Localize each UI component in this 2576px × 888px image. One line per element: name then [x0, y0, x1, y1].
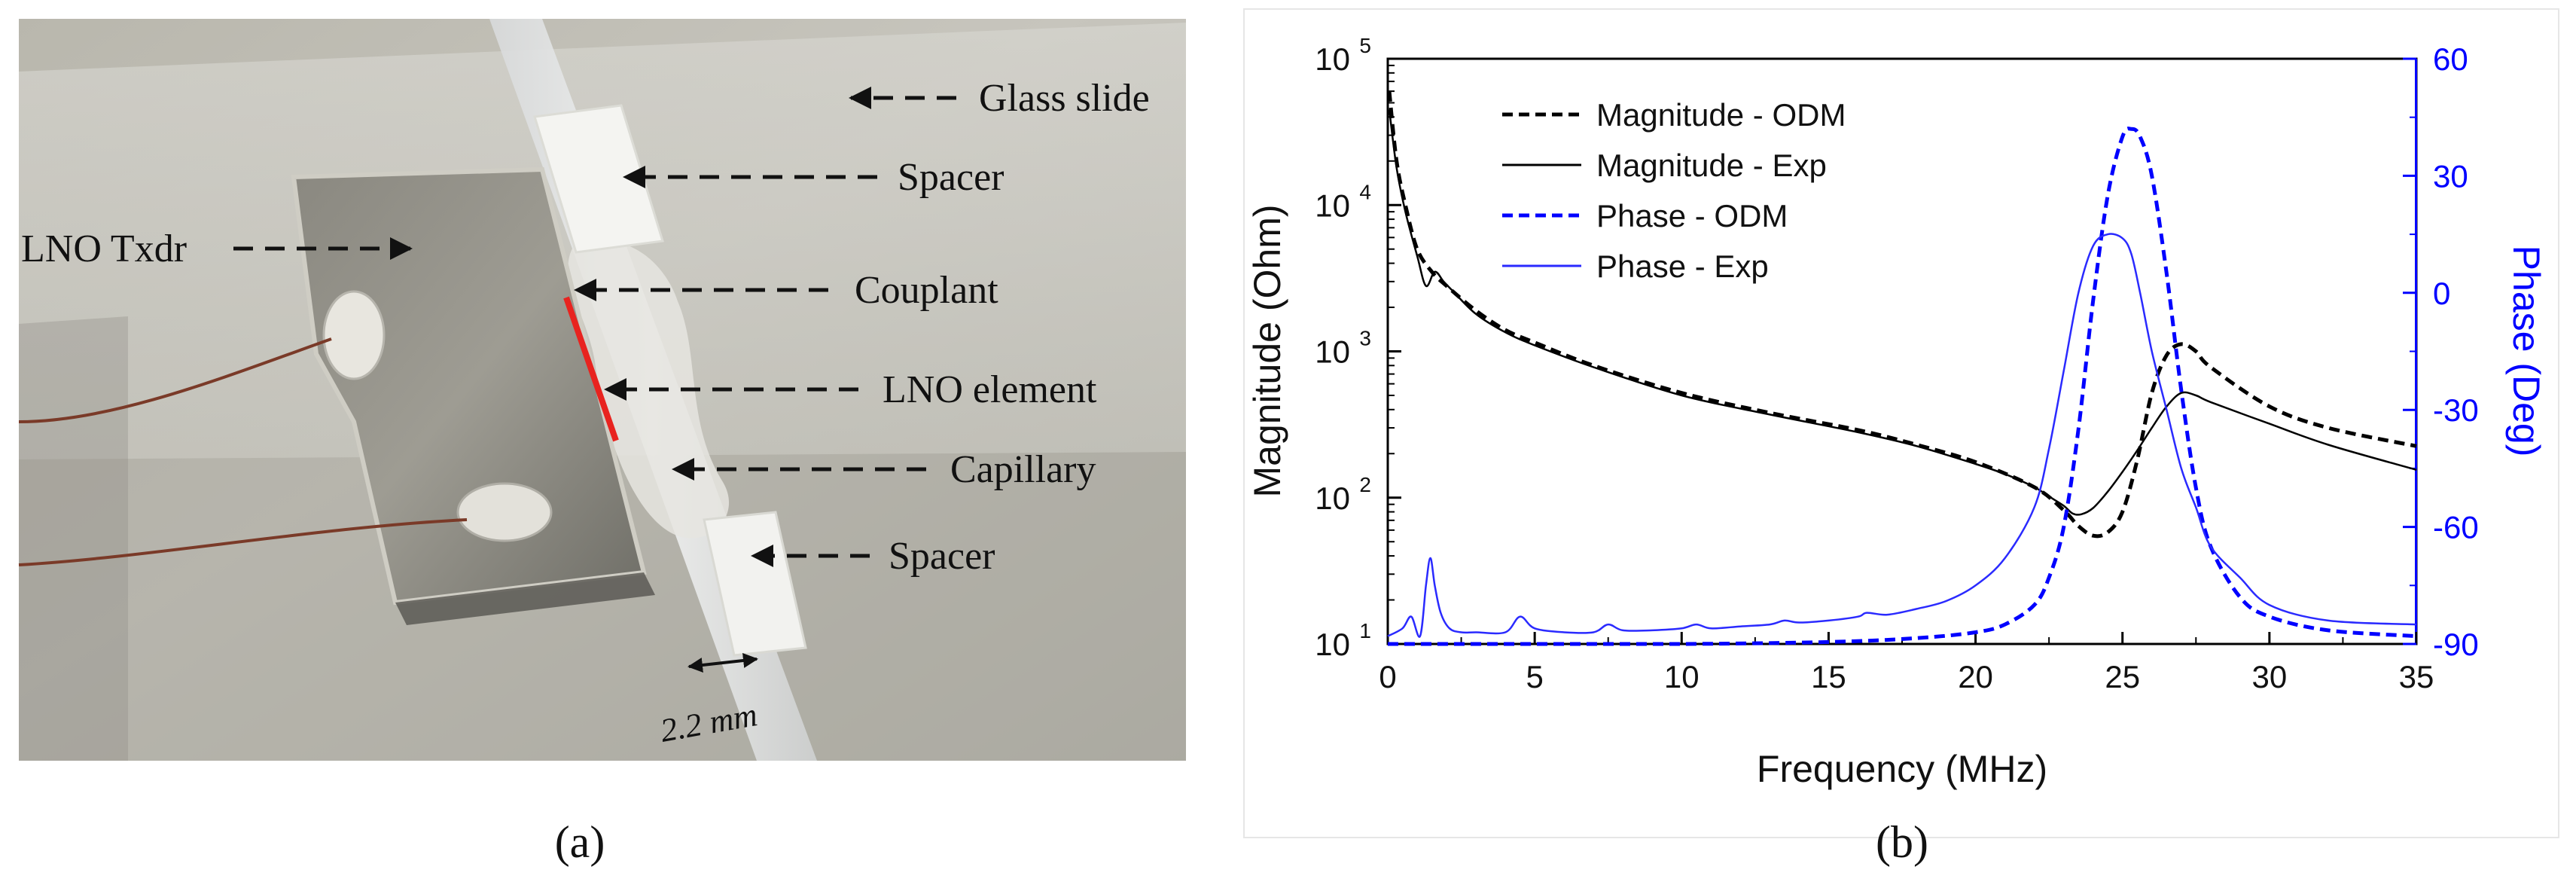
right-tick-label: -30 — [2433, 392, 2479, 428]
legend-label-phase-odm: Phase - ODM — [1596, 198, 1788, 233]
left-tick-label: 10 — [1315, 481, 1350, 516]
lno-txdr-bottom-edge — [395, 572, 655, 625]
x-tick-label: 20 — [1958, 659, 1993, 694]
right-tick-label: 30 — [2433, 158, 2468, 194]
left-tick-label: 10 — [1315, 627, 1350, 662]
x-tick-label: 5 — [1526, 659, 1543, 694]
left-tick-label: 10 — [1315, 334, 1350, 370]
right-tick-label: -90 — [2433, 627, 2479, 662]
right-axis-label: Phase (Deg) — [2505, 246, 2547, 457]
annotation-capillary: Capillary — [672, 448, 1096, 491]
left-tick-label: 10 — [1315, 188, 1350, 223]
legend: Magnitude - ODM Magnitude - Exp Phase - … — [1502, 97, 1846, 284]
label-glass-slide: Glass slide — [979, 77, 1150, 120]
panel-a-photo: 2.2 mm Glass slide Spacer LNO Txdr Coupl… — [18, 19, 1186, 761]
right-axis-ticks: -90 -60 -30 0 30 60 — [2403, 41, 2479, 662]
label-couplant: Couplant — [855, 269, 998, 312]
right-tick-label: -60 — [2433, 510, 2479, 545]
series-phase-exp — [1387, 233, 2417, 638]
impedance-chart: 0 5 10 15 20 25 30 35 10 1 10 2 10 3 10 4 10 5 -90 -60 -30… — [1246, 34, 2547, 790]
annotation-lno-element: LNO element — [604, 368, 1097, 411]
label-capillary: Capillary — [950, 448, 1096, 491]
annotation-glass-slide: Glass slide — [849, 77, 1150, 120]
left-tick-label: 10 — [1315, 41, 1350, 77]
panel-b-frame — [1243, 8, 2559, 838]
annotation-spacer-bottom: Spacer — [751, 535, 995, 578]
annotation-spacer-top: Spacer — [623, 156, 1004, 199]
left-tick-exponent: 3 — [1359, 327, 1371, 350]
legend-label-magnitude-odm: Magnitude - ODM — [1596, 97, 1846, 133]
scale-bar-arrow — [687, 653, 758, 673]
panel-a-caption: (a) — [555, 817, 605, 867]
legend-label-magnitude-exp: Magnitude - Exp — [1596, 148, 1827, 183]
left-tick-exponent: 1 — [1359, 619, 1371, 642]
label-lno-element: LNO element — [883, 368, 1097, 411]
glass-slide-lower-band — [19, 452, 1186, 761]
label-spacer-top: Spacer — [898, 156, 1004, 199]
left-axis-ticks: 10 1 10 2 10 3 10 4 10 5 — [1315, 34, 1401, 662]
x-axis-ticks: 0 5 10 15 20 25 30 35 — [1379, 632, 2434, 694]
spacer-top-shape — [533, 104, 664, 254]
label-spacer-bottom: Spacer — [889, 535, 995, 578]
x-tick-label: 25 — [2105, 659, 2140, 694]
left-tick-exponent: 5 — [1359, 34, 1371, 57]
solder-joint-bottom — [456, 482, 553, 542]
spacer-bottom-shape — [703, 511, 807, 657]
lno-element-marker — [563, 296, 619, 442]
x-tick-label: 10 — [1664, 659, 1700, 694]
wire-bottom — [18, 518, 468, 566]
series-lines — [1387, 90, 2417, 646]
annotation-couplant: Couplant — [574, 269, 998, 312]
label-lno-txdr: LNO Txdr — [21, 227, 187, 270]
left-tick-exponent: 2 — [1359, 473, 1371, 496]
left-tick-exponent: 4 — [1359, 180, 1371, 203]
annotation-lno-txdr: LNO Txdr — [21, 227, 413, 270]
right-tick-label: 60 — [2433, 41, 2468, 77]
x-tick-label: 30 — [2251, 659, 2287, 694]
right-tick-label: 0 — [2433, 276, 2450, 311]
photo-left-shadow — [19, 316, 128, 761]
x-tick-label: 0 — [1379, 659, 1396, 694]
x-tick-label: 15 — [1811, 659, 1846, 694]
solder-joint-top — [322, 290, 386, 380]
x-axis-label: Frequency (MHz) — [1757, 748, 2047, 790]
series-magnitude-exp — [1388, 109, 2417, 516]
wire-top — [18, 337, 332, 423]
x-tick-label: 35 — [2399, 659, 2434, 694]
panel-b-caption: (b) — [1876, 817, 1928, 867]
legend-label-phase-exp: Phase - Exp — [1596, 249, 1769, 284]
left-axis-label: Magnitude (Ohm) — [1246, 204, 1288, 497]
